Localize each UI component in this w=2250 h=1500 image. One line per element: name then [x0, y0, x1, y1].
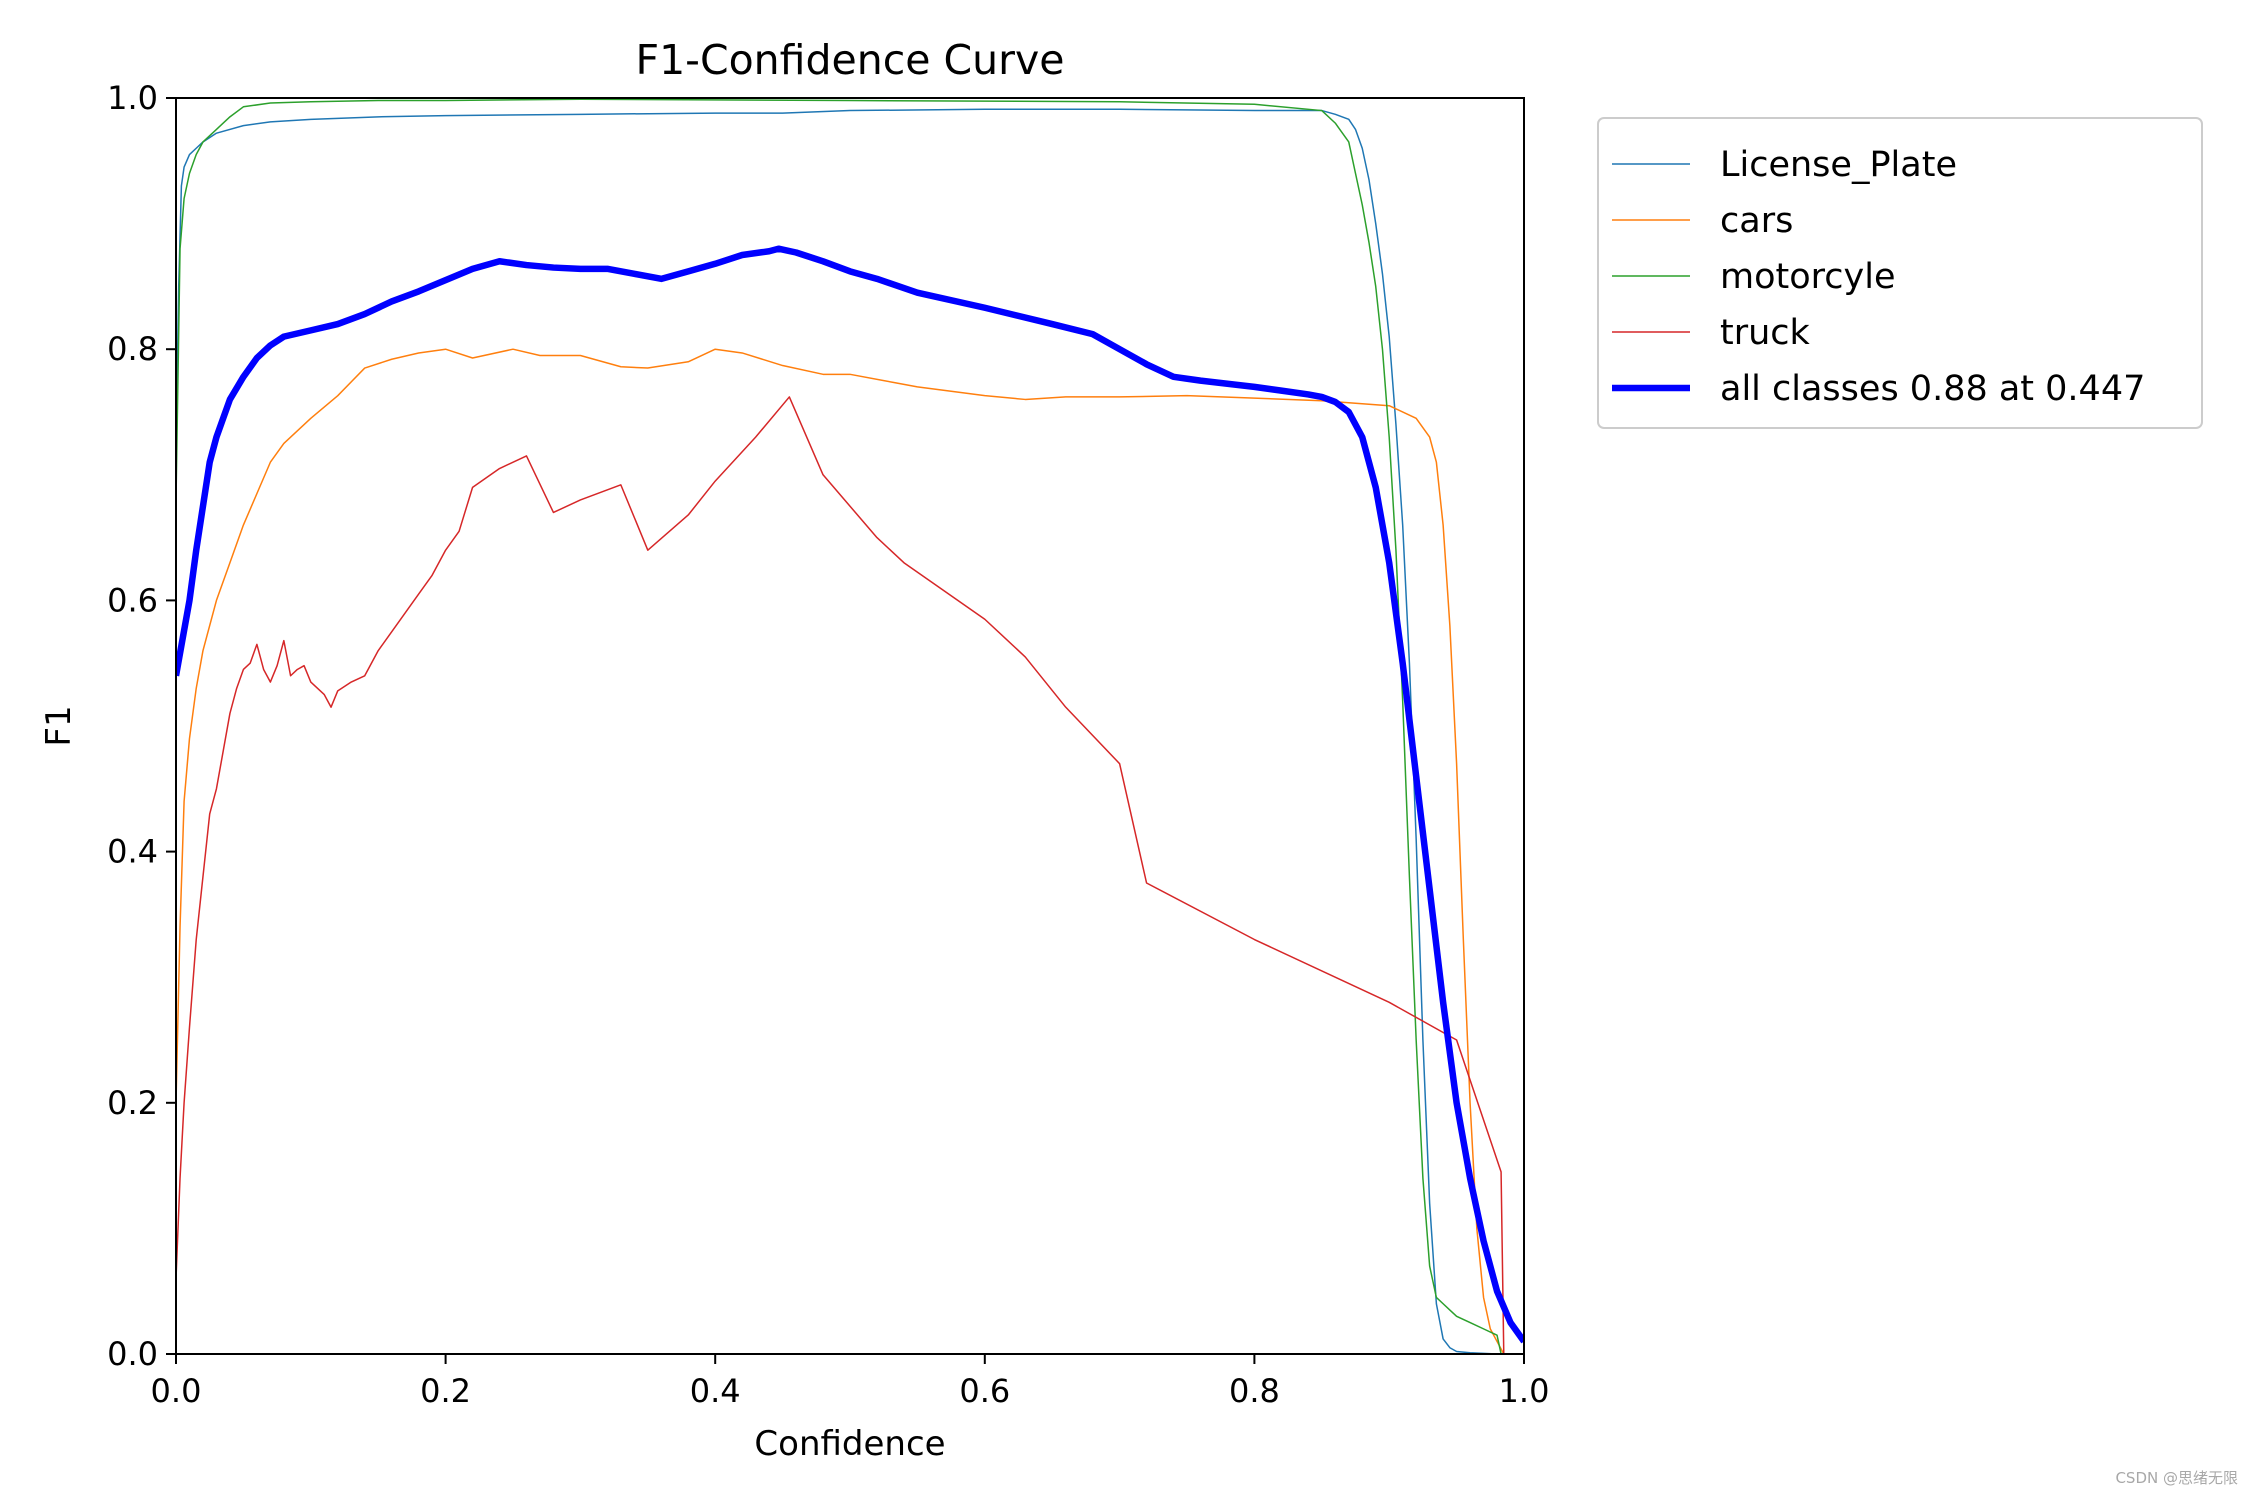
y-tick-label: 0.2	[107, 1084, 158, 1122]
y-axis-label: F1	[39, 705, 79, 746]
series-line-motorcyle	[176, 98, 1502, 1355]
y-tick-label: 1.0	[107, 79, 158, 117]
series-line-cars	[176, 348, 1505, 1355]
y-tick-label: 0.6	[107, 581, 158, 619]
legend-label: cars	[1720, 201, 1793, 241]
legend-box	[1597, 117, 2203, 429]
x-tick-label: 0.8	[1229, 1372, 1280, 1410]
legend-label: License_Plate	[1720, 145, 1957, 185]
x-axis-label: Confidence	[754, 1424, 945, 1464]
series-line-all-classes-0-88-at-0-447	[176, 245, 1524, 1344]
x-tick-label: 0.2	[420, 1372, 471, 1410]
legend-label: all classes 0.88 at 0.447	[1720, 369, 2145, 409]
legend-label: truck	[1720, 313, 1811, 353]
y-tick-label: 0.8	[107, 330, 158, 368]
x-tick-label: 0.0	[151, 1372, 202, 1410]
x-tick-label: 0.4	[690, 1372, 741, 1410]
x-tick-label: 1.0	[1499, 1372, 1550, 1410]
watermark: CSDN @思绪无限	[2115, 1469, 2238, 1487]
series-line-license-plate	[176, 108, 1498, 1355]
x-tick-label: 0.6	[959, 1372, 1010, 1410]
chart-title: F1-Confidence Curve	[636, 36, 1065, 84]
series-line-truck	[176, 396, 1505, 1355]
y-tick-label: 0.4	[107, 833, 158, 871]
y-tick-label: 0.0	[107, 1335, 158, 1373]
legend-label: motorcyle	[1720, 257, 1895, 297]
plot-frame	[175, 97, 1525, 1355]
